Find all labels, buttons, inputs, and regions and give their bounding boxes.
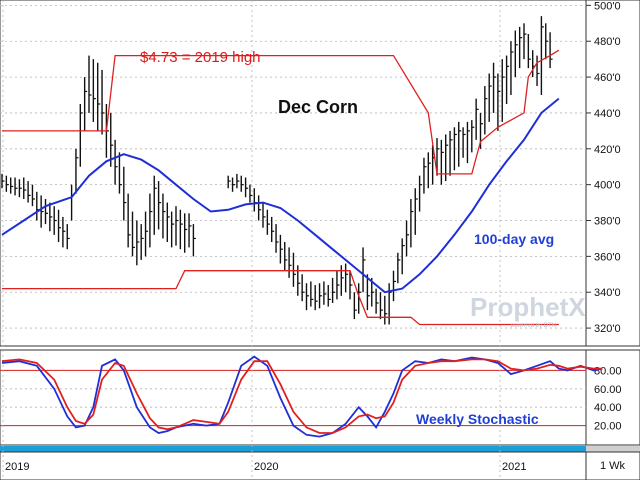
price-tick-label: 500'0 xyxy=(594,0,621,12)
date-tick-labels: 2019 2020 2021 xyxy=(5,461,526,473)
stochastic-tick-label: 40.00 xyxy=(594,402,622,414)
high-label: $4.73 = 2019 high xyxy=(140,49,261,66)
high-low-step-line xyxy=(2,270,559,326)
price-tick-label: 360'0 xyxy=(594,251,621,263)
price-tick-label: 460'0 xyxy=(594,72,621,84)
watermark-logo: ProphetX xyxy=(470,292,586,322)
date-tick-label: 2019 xyxy=(5,461,29,473)
price-tick-label: 480'0 xyxy=(594,36,621,48)
moving-average-line xyxy=(1,97,560,294)
stochastic-lines xyxy=(1,355,603,438)
date-tick-label: 2021 xyxy=(502,461,526,473)
price-tick-label: 320'0 xyxy=(594,323,621,335)
price-lines xyxy=(1,49,560,326)
price-tick-labels: 500'0 480'0 460'0 440'0 420'0 400'0 380'0 360'0… xyxy=(594,0,621,335)
stochastic-tick-labels: 80.00 60.00 40.00 20.00 xyxy=(594,365,622,432)
price-tick-label: 380'0 xyxy=(594,216,621,228)
stochastic-tick-label: 20.00 xyxy=(594,421,622,433)
period-label: 1 Wk xyxy=(600,460,626,472)
scroll-bar-end xyxy=(586,446,640,452)
price-bars xyxy=(1,16,553,325)
price-axis-panel xyxy=(585,0,640,347)
watermark-sub: powered by DTN xyxy=(511,323,556,329)
stochastic-tick-label: 80.00 xyxy=(594,365,622,377)
stochastic-axis-panel xyxy=(585,349,640,446)
stochastic-label: Weekly Stochastic xyxy=(416,411,539,427)
scroll-bar[interactable] xyxy=(0,446,586,452)
avg-label: 100-day avg xyxy=(474,231,554,247)
price-tick-label: 400'0 xyxy=(594,180,621,192)
period-panel xyxy=(585,451,640,480)
stochastic-tick-label: 60.00 xyxy=(594,384,622,396)
price-tick-label: 340'0 xyxy=(594,287,621,299)
chart-title: Dec Corn xyxy=(278,97,358,117)
high-low-step-line xyxy=(2,49,560,175)
price-tick-label: 420'0 xyxy=(594,144,621,156)
date-axis-panel xyxy=(0,451,587,480)
date-tick-label: 2020 xyxy=(254,461,278,473)
stochastic-fast-line xyxy=(1,355,603,438)
stochastic-slow-line xyxy=(1,358,603,434)
price-tick-label: 440'0 xyxy=(594,108,621,120)
